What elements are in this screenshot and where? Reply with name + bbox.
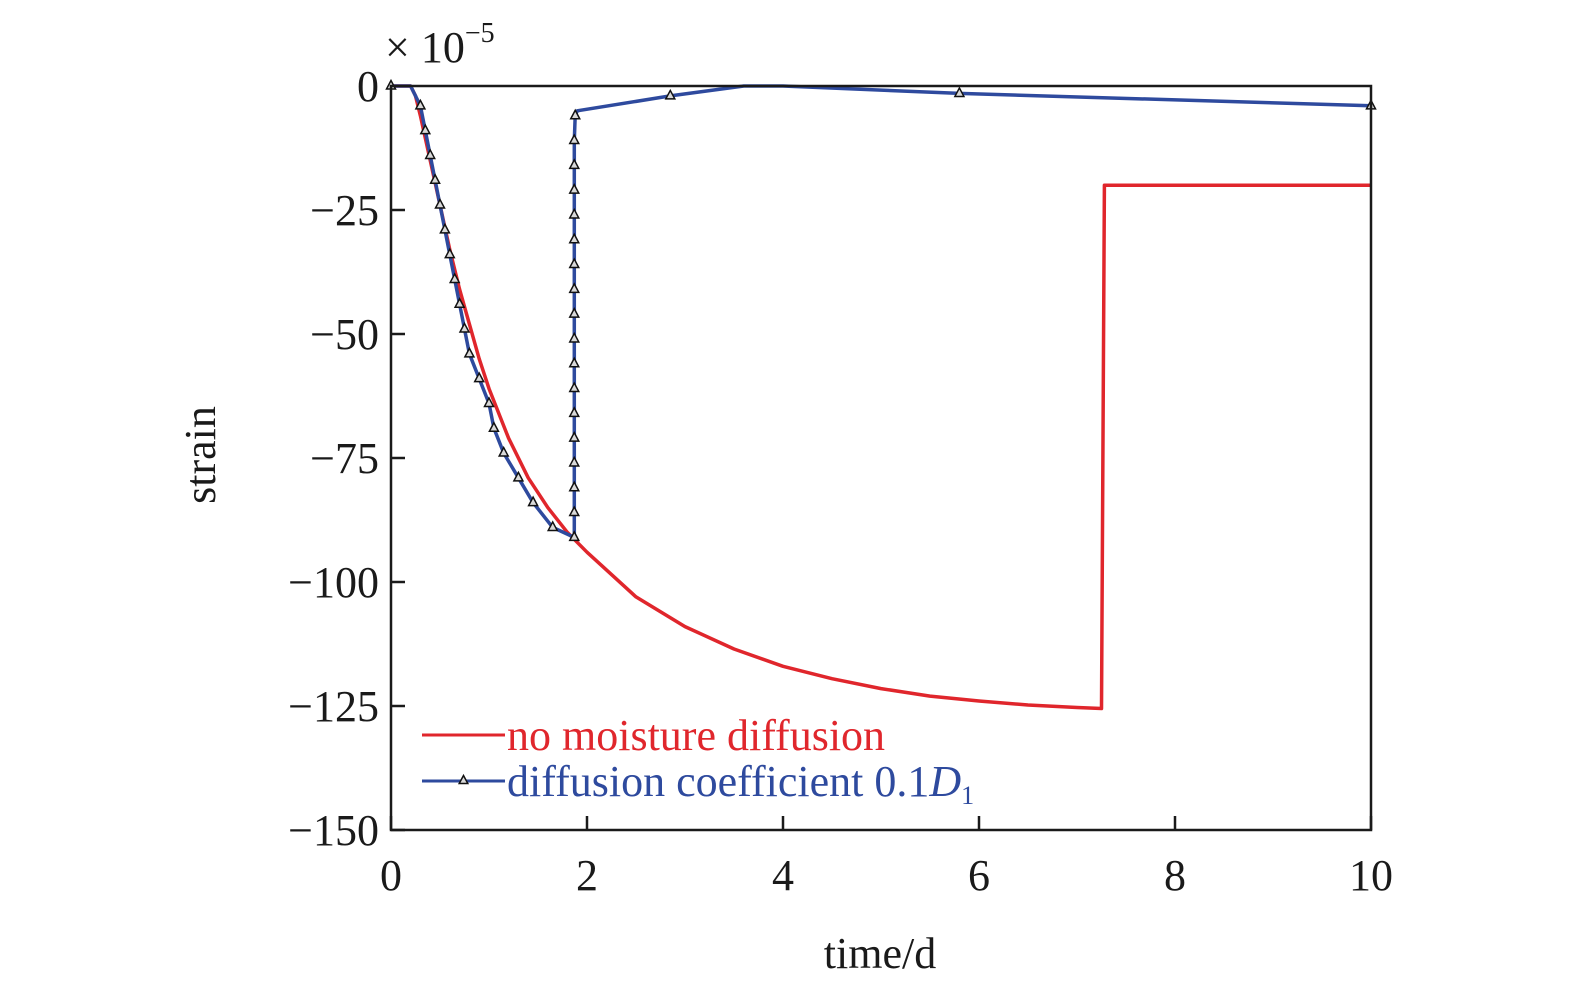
data-point-marker (568, 183, 581, 194)
data-point-marker (568, 455, 581, 467)
data-point-marker (448, 272, 461, 284)
y-tick-label: −100 (288, 558, 379, 607)
data-point-marker (424, 148, 436, 160)
y-tick-label: −75 (310, 434, 379, 483)
data-point-marker (568, 356, 581, 368)
data-point-marker (453, 297, 466, 308)
data-point-marker (444, 247, 456, 259)
legend-label-diffusion-subscript: 1 (961, 781, 974, 810)
data-point-marker (527, 495, 539, 507)
plot-frame (389, 84, 1373, 832)
legend-marker-triangle (457, 773, 470, 785)
data-point-marker (569, 108, 581, 120)
data-point-marker (568, 232, 581, 244)
data-point-marker (483, 396, 495, 408)
data-point-marker (568, 381, 581, 393)
data-point-marker (488, 421, 500, 432)
y-axis-title: strain (176, 406, 225, 504)
data-point-marker (568, 480, 581, 492)
data-point-marker (497, 445, 510, 457)
data-point-marker (568, 158, 581, 170)
x-axis-title: time/d (824, 929, 936, 978)
data-point-marker (568, 207, 581, 219)
data-point-marker (664, 88, 677, 100)
legend-label-diffusion: diffusion coefficient 0.1D1 (507, 757, 974, 810)
y-tick-label: 0 (357, 62, 379, 111)
data-point-marker (429, 173, 441, 184)
legend-label-no-moisture: no moisture diffusion (507, 711, 885, 760)
data-point-marker (463, 346, 476, 358)
data-point-marker (473, 371, 485, 383)
series-line-0 (391, 84, 1371, 711)
data-point-marker (419, 123, 432, 135)
y-tick-label: −125 (288, 682, 379, 731)
series-layer (385, 78, 1377, 711)
x-tick-label: 2 (576, 851, 598, 900)
x-tick-label: 6 (968, 851, 990, 900)
data-point-marker (568, 431, 581, 442)
data-point-marker (568, 530, 581, 542)
data-point-marker (568, 257, 581, 269)
data-point-marker (512, 470, 525, 482)
y-multiplier-exponent: −5 (465, 18, 495, 49)
y-tick-label: −50 (310, 310, 379, 359)
x-tick-label: 4 (772, 851, 794, 900)
legend: no moisture diffusion diffusion coeffici… (422, 711, 974, 810)
y-tick-label: −150 (288, 806, 379, 855)
data-point-marker (953, 86, 966, 98)
y-multiplier-label: × 10−5 (385, 18, 495, 72)
series-line-1 (391, 84, 1372, 540)
data-point-marker (414, 98, 427, 110)
legend-label-diffusion-main: diffusion coefficient 0.1 (507, 757, 929, 806)
legend-label-diffusion-symbol: D (928, 757, 961, 806)
data-point-marker (546, 520, 559, 532)
x-tick-label: 8 (1164, 851, 1186, 900)
data-point-marker (568, 282, 581, 294)
data-point-marker (568, 133, 581, 145)
x-tick-label: 0 (380, 851, 402, 900)
y-multiplier-prefix: × 10 (385, 23, 465, 72)
data-point-marker (458, 321, 471, 333)
data-point-marker (568, 505, 581, 517)
data-point-marker (434, 197, 446, 209)
data-point-marker (568, 307, 581, 318)
data-point-marker (568, 331, 581, 343)
data-point-marker (439, 222, 451, 234)
data-point-marker (568, 406, 581, 418)
y-tick-label: −25 (310, 186, 379, 235)
x-tick-label: 10 (1349, 851, 1393, 900)
axis-ticks: 0 2 4 6 8 10 0 −25 −50 −75 −100 −125 −150 (288, 62, 1393, 900)
